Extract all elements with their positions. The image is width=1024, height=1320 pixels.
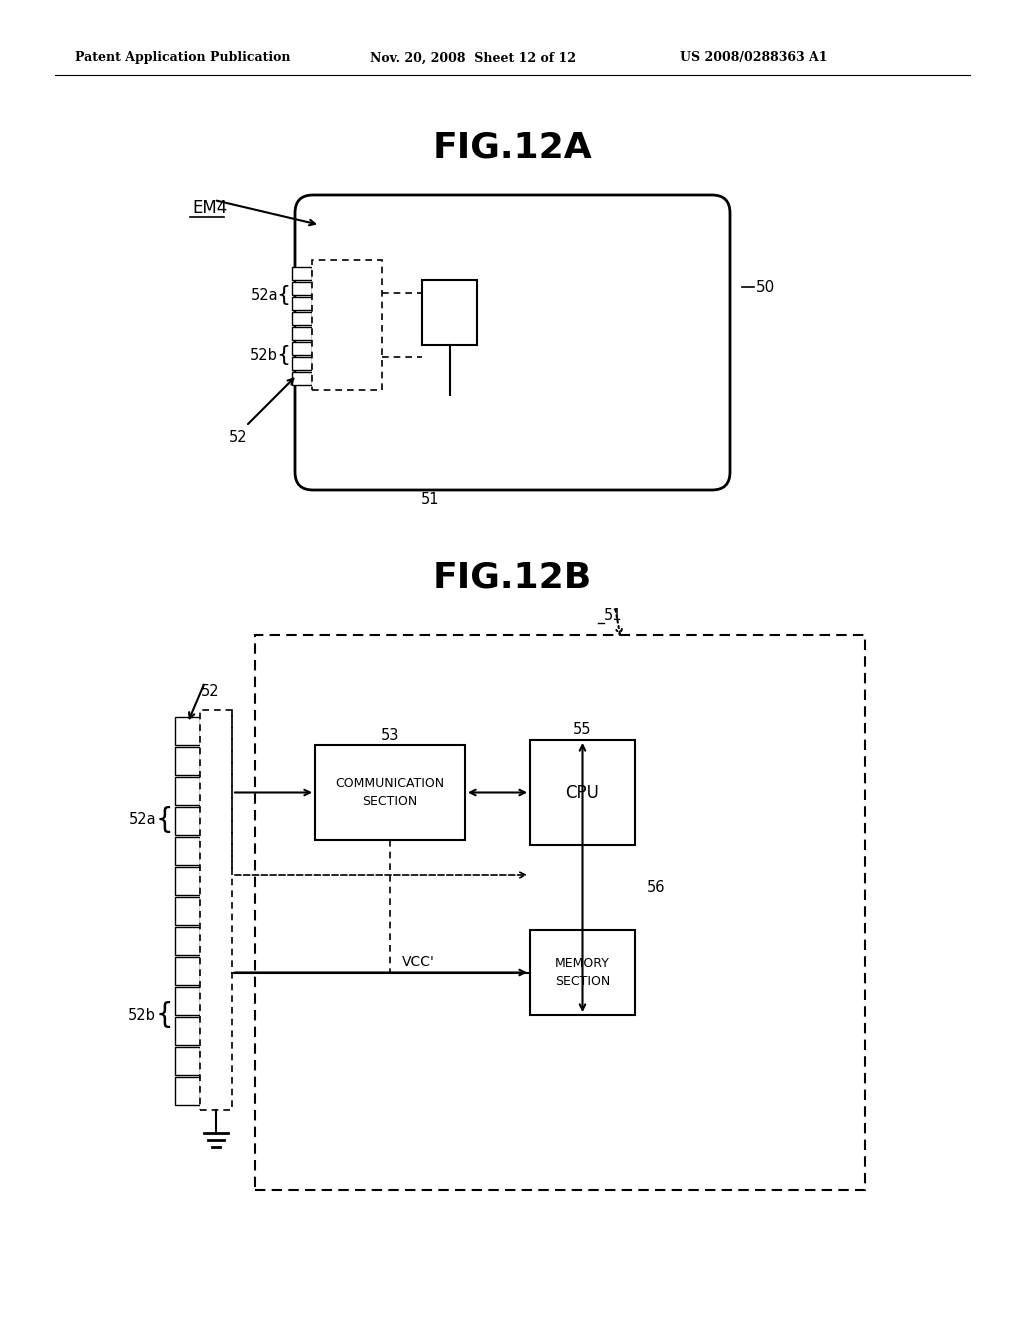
Bar — [292, 267, 312, 280]
Bar — [530, 741, 635, 845]
Bar — [175, 957, 200, 985]
Bar — [175, 837, 200, 865]
Text: FIG.12A: FIG.12A — [432, 131, 592, 165]
Bar — [292, 312, 312, 325]
Text: 52: 52 — [201, 685, 219, 700]
Text: 51: 51 — [421, 492, 439, 507]
FancyBboxPatch shape — [295, 195, 730, 490]
Text: {: { — [275, 345, 290, 366]
Bar — [292, 342, 312, 355]
Text: 52b: 52b — [128, 1007, 156, 1023]
Bar — [175, 867, 200, 895]
Text: 52a: 52a — [128, 813, 156, 828]
Text: Nov. 20, 2008  Sheet 12 of 12: Nov. 20, 2008 Sheet 12 of 12 — [370, 51, 575, 65]
Text: EM4: EM4 — [193, 199, 227, 216]
Bar — [175, 987, 200, 1015]
Bar — [175, 927, 200, 954]
Bar — [292, 371, 312, 385]
Text: COMMUNICATION
SECTION: COMMUNICATION SECTION — [336, 777, 444, 808]
Text: US 2008/0288363 A1: US 2008/0288363 A1 — [680, 51, 827, 65]
Bar — [175, 1016, 200, 1045]
Text: CPU: CPU — [565, 784, 599, 801]
Bar — [292, 281, 312, 294]
Bar — [175, 717, 200, 744]
Bar — [312, 260, 382, 389]
Text: 55: 55 — [573, 722, 592, 738]
Bar — [175, 898, 200, 925]
Text: {: { — [156, 807, 173, 834]
Bar — [315, 744, 465, 840]
Bar — [292, 297, 312, 310]
Bar — [255, 635, 865, 1191]
Bar — [292, 356, 312, 370]
Bar — [422, 280, 477, 345]
Text: {: { — [156, 1001, 173, 1030]
Text: 51: 51 — [604, 607, 623, 623]
Text: 52: 52 — [228, 430, 248, 446]
Text: MEMORY
SECTION: MEMORY SECTION — [555, 957, 610, 987]
Text: 52a: 52a — [251, 288, 278, 302]
Text: VCC': VCC' — [402, 956, 435, 969]
Text: {: { — [275, 285, 290, 305]
Text: 50: 50 — [756, 280, 775, 294]
Bar — [200, 710, 232, 1110]
Bar — [175, 1077, 200, 1105]
Text: 52b: 52b — [250, 347, 278, 363]
Bar — [175, 777, 200, 805]
Text: Patent Application Publication: Patent Application Publication — [75, 51, 291, 65]
Bar — [175, 807, 200, 836]
Bar — [530, 931, 635, 1015]
Text: 53: 53 — [381, 727, 399, 742]
Bar — [175, 1047, 200, 1074]
Bar — [292, 326, 312, 341]
Bar — [175, 747, 200, 775]
Text: FIG.12B: FIG.12B — [432, 561, 592, 595]
Text: 56: 56 — [647, 880, 666, 895]
